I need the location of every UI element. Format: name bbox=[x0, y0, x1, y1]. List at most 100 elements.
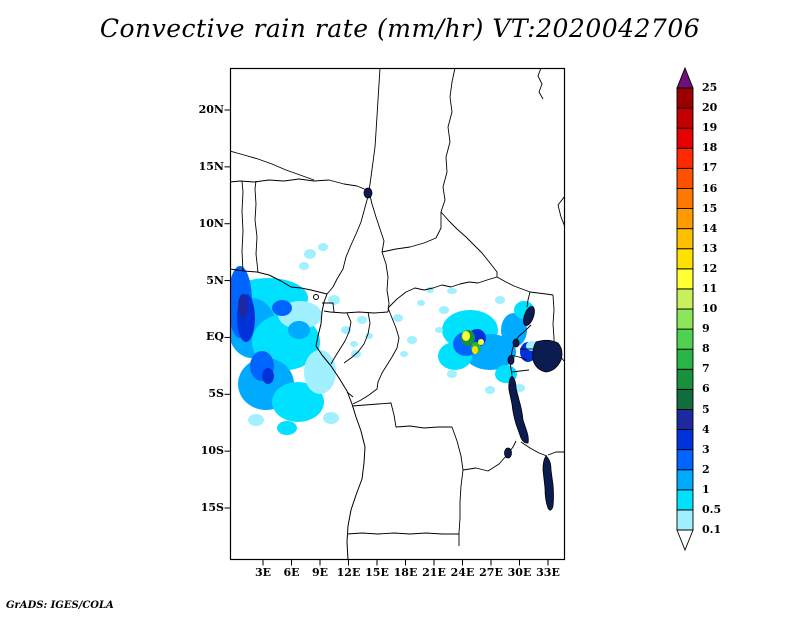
rain-cell bbox=[485, 386, 495, 394]
lake-albert bbox=[523, 306, 535, 326]
colorbar-label: 3 bbox=[702, 442, 710, 456]
axis-ticks bbox=[224, 109, 549, 566]
colorbar-label: 4 bbox=[702, 422, 710, 436]
colorbar-segment bbox=[676, 208, 694, 230]
y-axis-label: 15N bbox=[198, 159, 224, 173]
rain-shading bbox=[230, 243, 545, 435]
border-line bbox=[381, 251, 390, 313]
border-line bbox=[381, 212, 442, 253]
rain-cell bbox=[288, 321, 310, 339]
colorbar-segment bbox=[676, 308, 694, 330]
colorbar-label: 11 bbox=[702, 281, 718, 295]
border-line bbox=[368, 190, 385, 253]
border-line bbox=[230, 150, 315, 181]
colorbar-segment bbox=[676, 187, 694, 209]
rain-cell bbox=[495, 296, 505, 304]
rain-cell bbox=[357, 316, 367, 324]
rain-cell bbox=[304, 249, 316, 259]
colorbar-segment bbox=[676, 248, 694, 270]
coastline bbox=[230, 268, 366, 560]
x-axis-label: 15E bbox=[365, 566, 389, 579]
y-axis-label: 10S bbox=[200, 444, 224, 458]
rain-cell bbox=[472, 346, 478, 354]
colorbar-segment bbox=[676, 469, 694, 491]
colorbar-segment bbox=[676, 87, 694, 109]
colorbar-segment bbox=[676, 167, 694, 189]
colorbar-label: 25 bbox=[702, 81, 718, 94]
rain-cell bbox=[341, 326, 351, 334]
map-frame bbox=[229, 67, 566, 561]
colorbar-label: 12 bbox=[702, 261, 718, 275]
rain-cell bbox=[350, 341, 358, 347]
colorbar-segment bbox=[676, 288, 694, 310]
y-axis-label: 5N bbox=[206, 273, 224, 287]
colorbar-segment bbox=[676, 449, 694, 471]
colorbar-segment bbox=[676, 228, 694, 250]
border-line bbox=[520, 441, 548, 457]
border-line bbox=[515, 324, 532, 341]
border-line bbox=[552, 294, 555, 345]
border-line bbox=[254, 180, 259, 273]
border-line bbox=[462, 440, 517, 472]
colorbar bbox=[676, 66, 694, 552]
colorbar-segment bbox=[676, 348, 694, 370]
border-line bbox=[326, 190, 370, 295]
colorbar-segment bbox=[676, 368, 694, 390]
grads-credit: GrADS: IGES/COLA bbox=[6, 600, 114, 611]
border-line bbox=[458, 469, 464, 546]
rain-cell bbox=[299, 262, 309, 270]
x-axis-label: 24E bbox=[450, 566, 475, 579]
rain-cell bbox=[439, 306, 449, 314]
colorbar-label: 19 bbox=[702, 121, 718, 135]
border-line bbox=[352, 307, 400, 405]
x-axis-label: 12E bbox=[336, 566, 361, 579]
colorbar-label: 0.5 bbox=[702, 502, 722, 516]
lake-chad bbox=[363, 187, 373, 199]
rain-cell bbox=[318, 243, 328, 251]
border-line bbox=[440, 68, 456, 213]
lake-tanganyika bbox=[508, 375, 529, 444]
x-axis-label: 33E bbox=[536, 566, 560, 579]
rain-cell bbox=[304, 350, 336, 394]
colorbar-label: 13 bbox=[702, 241, 718, 255]
map-panel bbox=[224, 67, 566, 566]
rain-cell bbox=[447, 288, 457, 294]
colorbar-segment bbox=[676, 509, 694, 531]
rain-cell bbox=[515, 384, 525, 392]
colorbar-segment bbox=[676, 147, 694, 169]
colorbar-cap bbox=[676, 529, 694, 552]
border-line bbox=[496, 276, 554, 296]
rain-cell bbox=[400, 351, 408, 357]
rain-cell bbox=[435, 327, 443, 333]
border-line bbox=[323, 310, 389, 314]
border-line bbox=[346, 532, 459, 535]
rain-cell bbox=[272, 300, 292, 316]
colorbar-segment bbox=[676, 409, 694, 430]
y-axis-label: 15S bbox=[200, 500, 224, 514]
colorbar-segment bbox=[676, 328, 694, 350]
colorbar-label: 15 bbox=[702, 201, 718, 215]
border-line bbox=[330, 312, 352, 365]
plot-title: Convective rain rate (mm/hr) VT:20200427… bbox=[99, 14, 701, 43]
y-axis-label: 5S bbox=[208, 387, 224, 401]
colorbar-label: 1 bbox=[702, 482, 710, 496]
lake-mweru bbox=[504, 447, 512, 459]
border-line bbox=[322, 302, 335, 313]
border-line bbox=[230, 178, 370, 192]
x-axis-label: 27E bbox=[479, 566, 503, 579]
colorbar-label: 16 bbox=[702, 181, 718, 195]
colorbar-label: 14 bbox=[702, 221, 718, 235]
rain-cell bbox=[272, 382, 324, 422]
lake-malawi bbox=[542, 455, 554, 511]
border-line bbox=[351, 402, 452, 429]
colorbar-segment bbox=[676, 388, 694, 410]
colorbar-segment bbox=[676, 489, 694, 511]
lake-victoria bbox=[532, 339, 563, 373]
nile-river bbox=[537, 68, 544, 100]
lake-kivu bbox=[507, 355, 515, 365]
colorbar-segment bbox=[676, 127, 694, 149]
bioko-island bbox=[313, 294, 319, 300]
border-line bbox=[241, 180, 244, 272]
border-line bbox=[440, 211, 498, 277]
